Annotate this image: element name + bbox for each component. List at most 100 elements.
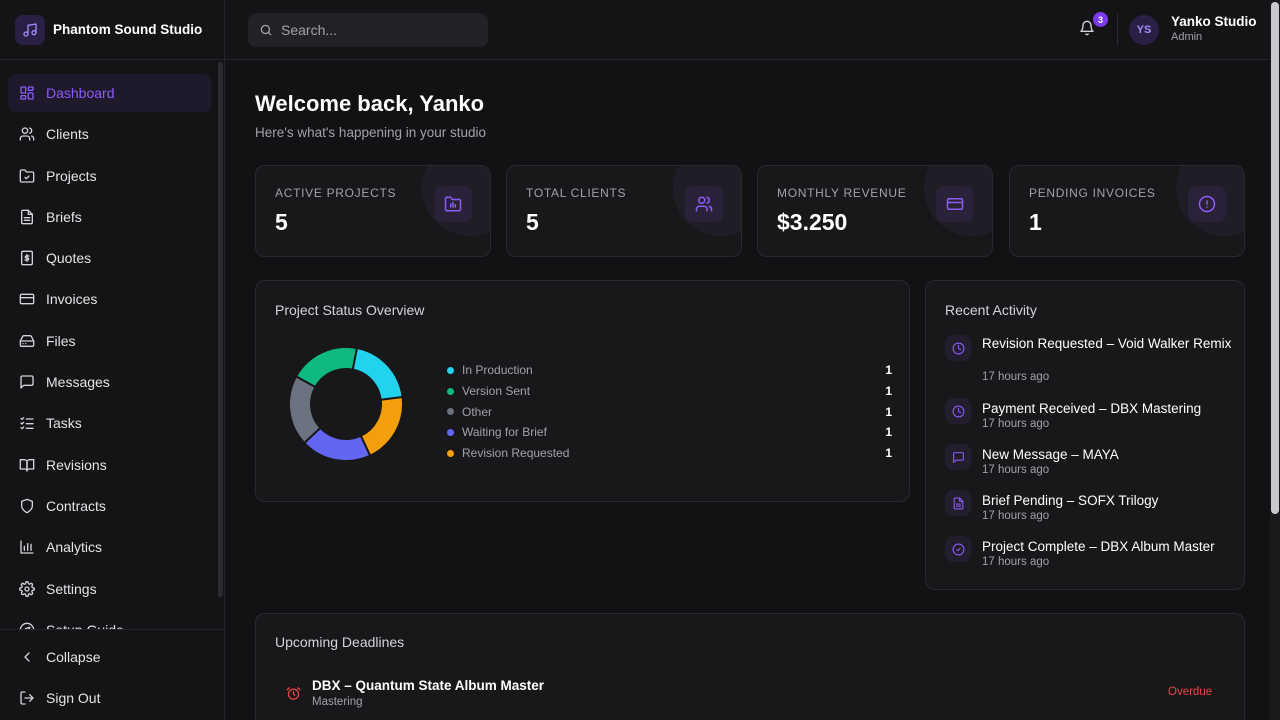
- gear-icon: [19, 580, 35, 597]
- page-scrollbar-thumb[interactable]: [1271, 2, 1279, 514]
- divider: [1117, 14, 1118, 46]
- legend-label: Revision Requested: [462, 446, 570, 461]
- sidebar-item-label: Tasks: [46, 415, 82, 432]
- sidebar-item-setup-guide[interactable]: Setup Guide: [8, 611, 211, 629]
- brand-name: Phantom Sound Studio: [53, 22, 203, 37]
- receipt-icon: [19, 250, 35, 266]
- search-box[interactable]: [248, 13, 488, 47]
- activity-title: Brief Pending – SOFX Trilogy: [982, 493, 1159, 508]
- sidebar: Phantom Sound Studio Dashboard Clients Pro…: [0, 0, 225, 720]
- bell-icon[interactable]: [1079, 20, 1095, 36]
- legend-item[interactable]: Revision Requested 1: [447, 443, 892, 464]
- search-input[interactable]: [281, 22, 471, 38]
- collapse-label: Collapse: [46, 649, 101, 665]
- sidebar-item-label: Clients: [46, 126, 89, 143]
- donut-slice-in-production[interactable]: [351, 348, 404, 401]
- legend-value: 1: [885, 363, 892, 378]
- activity-title: Payment Received – DBX Mastering: [982, 401, 1202, 416]
- user-name[interactable]: Yanko Studio: [1171, 14, 1257, 29]
- donut-slice-revision-requested[interactable]: [359, 395, 404, 457]
- project-status-card: Project Status Overview In Production 1 Ve…: [255, 280, 910, 502]
- main-content: Welcome back, Yanko Here's what's happen…: [255, 60, 1245, 720]
- stat-label: ACTIVE PROJECTS: [275, 186, 397, 200]
- sidebar-item-messages[interactable]: Messages: [8, 363, 211, 401]
- project-icon: [434, 186, 472, 222]
- stat-label: PENDING INVOICES: [1029, 186, 1156, 200]
- sidebar-item-label: Analytics: [46, 539, 103, 556]
- chart-legend: In Production 1 Version Sent 1 Other 1 Waiting…: [447, 360, 892, 463]
- status-donut-chart: [290, 348, 404, 462]
- stat-value: $3.250: [777, 209, 848, 235]
- search-icon: [259, 23, 273, 37]
- page-subtitle: Here's what's happening in your studio: [255, 125, 487, 140]
- brand[interactable]: Phantom Sound Studio: [0, 0, 224, 60]
- activity-time: 17 hours ago: [982, 464, 1050, 476]
- activity-time: 17 hours ago: [982, 510, 1050, 522]
- sign-out-label: Sign Out: [46, 690, 101, 707]
- sidebar-scrollbar[interactable]: [218, 62, 223, 597]
- credit-card-icon: [936, 186, 974, 222]
- bar-chart-icon: [19, 539, 35, 555]
- stat-label: MONTHLY REVENUE: [777, 186, 907, 200]
- legend-item[interactable]: Waiting for Brief 1: [447, 422, 892, 443]
- sidebar-item-tasks[interactable]: Tasks: [8, 404, 211, 442]
- sidebar-item-clients[interactable]: Clients: [8, 115, 211, 153]
- book-icon: [19, 457, 35, 473]
- sidebar-item-revisions[interactable]: Revisions: [8, 446, 211, 484]
- stat-card-monthly-revenue[interactable]: MONTHLY REVENUE $3.250: [757, 165, 993, 257]
- sidebar-item-label: Contracts: [46, 497, 106, 514]
- sidebar-item-label: Settings: [46, 580, 97, 597]
- sign-out-button[interactable]: Sign Out: [8, 679, 211, 717]
- stat-value: 5: [275, 209, 288, 235]
- sidebar-item-label: Invoices: [46, 291, 98, 308]
- legend-label: Version Sent: [462, 384, 531, 399]
- sidebar-item-settings[interactable]: Settings: [8, 570, 211, 608]
- alert-circle-icon: [1188, 186, 1226, 222]
- collapse-button[interactable]: Collapse: [8, 638, 211, 676]
- project-status-title: Project Status Overview: [275, 302, 425, 318]
- sidebar-item-files[interactable]: Files: [8, 322, 211, 360]
- sidebar-item-contracts[interactable]: Contracts: [8, 487, 211, 525]
- recent-activity-title: Recent Activity: [945, 302, 1037, 318]
- message-icon: [945, 444, 971, 470]
- stat-label: TOTAL CLIENTS: [526, 186, 627, 200]
- folder-icon: [19, 168, 35, 184]
- clock-icon: [945, 398, 971, 424]
- document-icon: [19, 209, 35, 225]
- users-icon: [685, 186, 723, 222]
- stat-card-total-clients[interactable]: TOTAL CLIENTS 5: [506, 165, 742, 257]
- sidebar-item-projects[interactable]: Projects: [8, 157, 211, 195]
- sidebar-item-quotes[interactable]: Quotes: [8, 239, 211, 277]
- sidebar-item-invoices[interactable]: Invoices: [8, 280, 211, 318]
- chevron-left-icon: [19, 649, 35, 665]
- avatar[interactable]: YS: [1129, 15, 1159, 45]
- legend-item[interactable]: Other 1: [447, 401, 892, 422]
- checklist-icon: [19, 415, 35, 431]
- log-out-icon: [19, 690, 35, 706]
- sidebar-item-label: Files: [46, 332, 76, 349]
- legend-value: 1: [885, 446, 892, 461]
- sidebar-item-label: Projects: [46, 167, 97, 184]
- clock-icon: [945, 335, 971, 361]
- activity-time: 17 hours ago: [982, 556, 1050, 568]
- activity-title: Project Complete – DBX Album Master: [982, 539, 1215, 554]
- sidebar-item-label: Revisions: [46, 456, 107, 473]
- sidebar-item-analytics[interactable]: Analytics: [8, 528, 211, 566]
- hard-drive-icon: [19, 333, 35, 349]
- recent-activity-card: Recent Activity Revision Requested – Voi…: [925, 280, 1245, 590]
- stat-value: 1: [1029, 209, 1042, 235]
- legend-swatch: [447, 408, 454, 416]
- stat-card-active-projects[interactable]: ACTIVE PROJECTS 5: [255, 165, 491, 257]
- credit-card-icon: [19, 291, 35, 307]
- legend-swatch: [447, 366, 454, 374]
- legend-item[interactable]: In Production 1: [447, 360, 892, 381]
- sidebar-item-briefs[interactable]: Briefs: [8, 198, 211, 236]
- document-icon: [945, 490, 971, 516]
- legend-item[interactable]: Version Sent 1: [447, 381, 892, 402]
- sidebar-item-label: Quotes: [46, 250, 92, 267]
- donut-slice-version-sent[interactable]: [294, 348, 358, 389]
- music-note-icon: [15, 14, 45, 45]
- deadline-title: DBX – Quantum State Album Master: [312, 678, 545, 693]
- sidebar-item-dashboard[interactable]: Dashboard: [8, 74, 211, 112]
- stat-card-pending-invoices[interactable]: PENDING INVOICES 1: [1009, 165, 1245, 257]
